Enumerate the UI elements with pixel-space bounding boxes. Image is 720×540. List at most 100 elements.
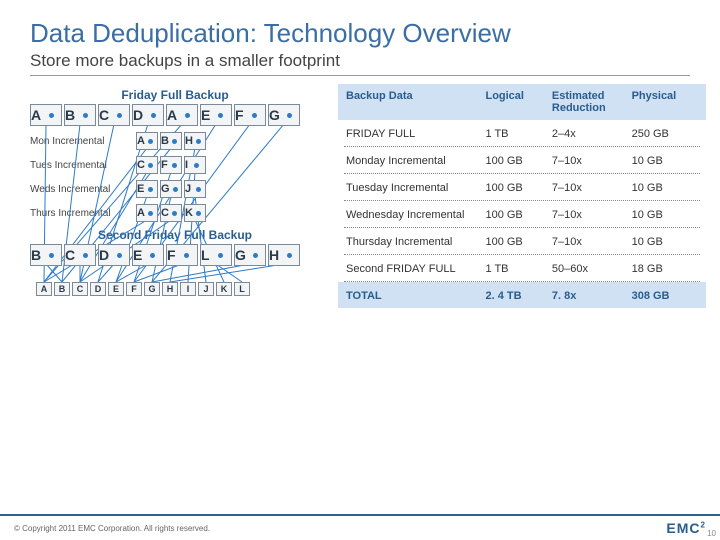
block-dot-icon xyxy=(196,211,201,216)
block-dot-icon xyxy=(148,211,153,216)
th-backup-data: Backup Data xyxy=(346,90,485,114)
table-cell: Second FRIDAY FULL xyxy=(346,263,485,275)
table-row: FRIDAY FULL1 TB2–4x250 GB xyxy=(338,120,706,146)
incremental-row: Mon Incremental ABH xyxy=(30,132,320,150)
data-block: C xyxy=(64,244,96,266)
data-block: E xyxy=(136,180,158,198)
data-block: D xyxy=(90,282,106,296)
block-dot-icon xyxy=(194,163,199,168)
table-cell: 50–60x xyxy=(552,263,632,275)
block-dot-icon xyxy=(185,113,190,118)
table-total-row: TOTAL 2. 4 TB 7. 8x 308 GB xyxy=(338,282,706,308)
table-cell: 10 GB xyxy=(632,182,698,194)
block-dot-icon xyxy=(253,253,258,258)
table-cell: Monday Incremental xyxy=(346,155,485,167)
data-block: B xyxy=(30,244,62,266)
block-dot-icon xyxy=(173,187,178,192)
data-block: I xyxy=(180,282,196,296)
diagram-panel: Friday Full Backup ABCDAEFG Mon Incremen… xyxy=(30,84,320,308)
friday-backup-label: Friday Full Backup xyxy=(30,88,320,102)
copyright-text: © Copyright 2011 EMC Corporation. All ri… xyxy=(14,524,210,533)
block-dot-icon xyxy=(148,187,153,192)
incremental-label: Weds Incremental xyxy=(30,184,130,195)
total-logical: 2. 4 TB xyxy=(485,290,551,302)
page-number: 10 xyxy=(707,529,716,538)
data-block: C xyxy=(72,282,88,296)
incremental-label: Tues Incremental xyxy=(30,160,130,171)
table-cell: 100 GB xyxy=(485,182,551,194)
table-cell: 18 GB xyxy=(632,263,698,275)
block-dot-icon xyxy=(287,113,292,118)
table-cell: 10 GB xyxy=(632,209,698,221)
table-cell: 10 GB xyxy=(632,236,698,248)
table-row: Thursday Incremental100 GB7–10x10 GB xyxy=(338,228,706,254)
table-cell: 7–10x xyxy=(552,209,632,221)
block-dot-icon xyxy=(172,211,177,216)
table-cell: 100 GB xyxy=(485,155,551,167)
block-dot-icon xyxy=(252,113,257,118)
data-block: G xyxy=(160,180,182,198)
table-cell: 100 GB xyxy=(485,236,551,248)
data-block: I xyxy=(184,156,206,174)
dedup-block-row: ABCDEFGHIJKL xyxy=(36,282,320,296)
table-cell: 1 TB xyxy=(485,263,551,275)
second-friday-block-row: BCDEFLGH xyxy=(30,244,320,266)
data-block: C xyxy=(160,204,182,222)
data-block: D xyxy=(132,104,164,126)
total-physical: 308 GB xyxy=(632,290,698,302)
block-dot-icon xyxy=(117,113,122,118)
data-block: A xyxy=(166,104,198,126)
data-block: A xyxy=(136,204,158,222)
data-block: J xyxy=(198,282,214,296)
data-block: F xyxy=(166,244,198,266)
data-block: E xyxy=(200,104,232,126)
block-dot-icon xyxy=(148,139,153,144)
incremental-blocks: EGJ xyxy=(136,180,206,198)
footer: © Copyright 2011 EMC Corporation. All ri… xyxy=(0,514,720,540)
total-reduction: 7. 8x xyxy=(552,290,632,302)
data-block: B xyxy=(160,132,182,150)
data-block: G xyxy=(268,104,300,126)
friday-block-row: ABCDAEFG xyxy=(30,104,320,126)
table-cell: 2–4x xyxy=(552,128,632,140)
data-block: H xyxy=(268,244,300,266)
data-block: K xyxy=(184,204,206,222)
data-block: C xyxy=(98,104,130,126)
data-block: F xyxy=(126,282,142,296)
data-block: K xyxy=(216,282,232,296)
table-row: Wednesday Incremental100 GB7–10x10 GB xyxy=(338,201,706,227)
table-cell: 7–10x xyxy=(552,155,632,167)
table-cell: FRIDAY FULL xyxy=(346,128,485,140)
data-block: A xyxy=(30,104,62,126)
block-dot-icon xyxy=(196,139,201,144)
second-friday-label: Second Friday Full Backup xyxy=(30,228,320,242)
data-block: L xyxy=(200,244,232,266)
table-header-row: Backup Data Logical Estimated Reduction … xyxy=(338,84,706,120)
block-dot-icon xyxy=(218,113,223,118)
block-dot-icon xyxy=(172,139,177,144)
savings-table: Backup Data Logical Estimated Reduction … xyxy=(338,84,706,308)
total-label: TOTAL xyxy=(346,290,485,302)
data-block: D xyxy=(98,244,130,266)
data-block: H xyxy=(184,132,206,150)
table-cell: Thursday Incremental xyxy=(346,236,485,248)
data-block: A xyxy=(136,132,158,150)
data-block: G xyxy=(234,244,266,266)
block-dot-icon xyxy=(148,163,153,168)
table-cell: 7–10x xyxy=(552,236,632,248)
content-area: Friday Full Backup ABCDAEFG Mon Incremen… xyxy=(0,84,720,308)
table-row: Second FRIDAY FULL1 TB50–60x18 GB xyxy=(338,255,706,281)
incremental-row: Weds Incremental EGJ xyxy=(30,180,320,198)
data-block: B xyxy=(64,104,96,126)
table-cell: 250 GB xyxy=(632,128,698,140)
page-title: Data Deduplication: Technology Overview xyxy=(0,0,720,51)
incremental-label: Mon Incremental xyxy=(30,136,130,147)
incremental-blocks: ACK xyxy=(136,204,206,222)
data-block: E xyxy=(132,244,164,266)
data-block: J xyxy=(184,180,206,198)
incremental-blocks: CFI xyxy=(136,156,206,174)
table-row: Monday Incremental100 GB7–10x10 GB xyxy=(338,147,706,173)
incremental-label: Thurs Incremental xyxy=(30,208,130,219)
table-cell: 7–10x xyxy=(552,182,632,194)
table-cell: Tuesday Incremental xyxy=(346,182,485,194)
